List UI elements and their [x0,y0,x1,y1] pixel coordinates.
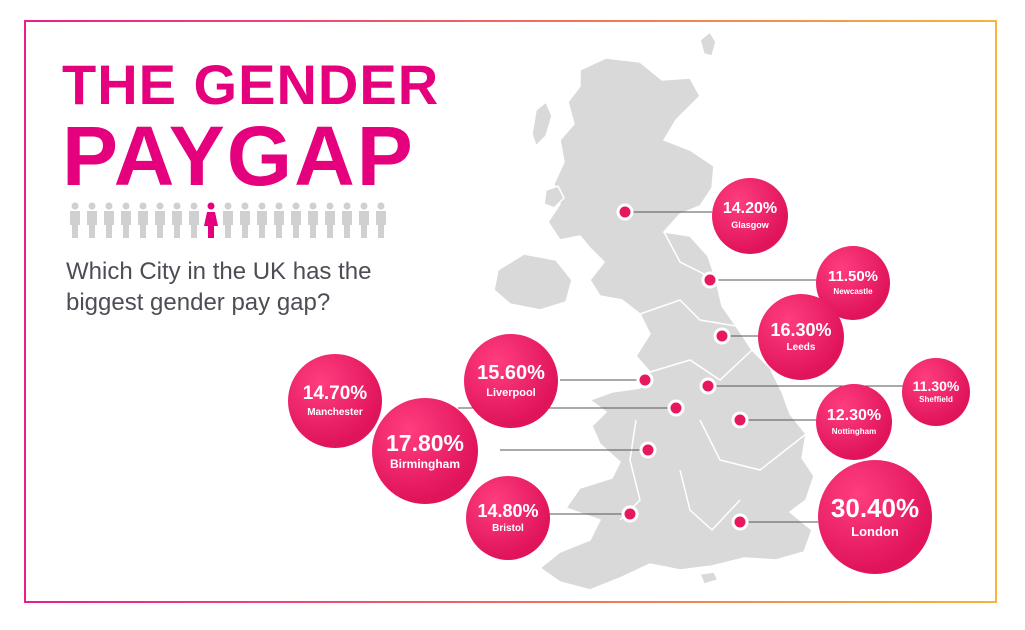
label-sheffield: Sheffield [919,395,953,405]
person-icon [308,202,318,238]
value-bristol: 14.80% [477,500,539,521]
person-icon [121,202,131,238]
shetland-islands [699,30,717,57]
person-icon [223,202,233,238]
value-london: 30.40% [830,492,920,523]
person-icon [291,202,301,238]
marker-sheffield [699,377,717,395]
label-london: London [851,524,899,539]
label-nottingham: Nottingham [831,426,877,436]
value-sheffield: 11.30% [912,377,960,394]
value-glasgow: 14.20% [722,200,778,218]
label-liverpool: Liverpool [486,386,536,399]
region-border-east [699,419,807,471]
bubble-liverpool: 15.60% Liverpool [464,334,558,428]
person-icon [274,202,284,238]
bubble-nottingham: 12.30% Nottingham [816,384,892,460]
person-icon [325,202,335,238]
label-leeds: Leeds [786,342,816,354]
marker-newcastle [701,271,719,289]
isle-of-wight [698,571,720,585]
value-nottingham: 12.30% [826,406,882,424]
label-bristol: Bristol [492,523,524,535]
marker-birmingham [639,441,657,459]
label-manchester: Manchester [307,406,363,418]
region-border-midlands [649,349,753,381]
person-icon [155,202,165,238]
value-liverpool: 15.60% [477,361,545,384]
person-icon [104,202,114,238]
great-britain-mainland [538,57,815,591]
value-manchester: 14.70% [302,383,368,405]
bubble-sheffield: 11.30% Sheffield [902,358,970,426]
person-icon [240,202,250,238]
person-icon [70,202,80,238]
value-leeds: 16.30% [770,319,832,340]
question-text: Which City in the UK has the biggest gen… [66,258,372,316]
people-icons [70,202,386,238]
bubble-bristol: 14.80% Bristol [466,476,550,560]
people-row [70,202,386,238]
label-birmingham: Birmingham [389,456,460,471]
marker-nottingham [731,411,749,429]
person-icon [376,202,386,238]
inner-hebrides [543,185,565,209]
marker-london [731,513,749,531]
person-icon [342,202,352,238]
marker-liverpool [636,371,654,389]
marker-leeds [713,327,731,345]
bubble-london: 30.40% London [818,460,932,574]
region-border-north [639,299,737,327]
person-icon [189,202,199,238]
marker-glasgow [616,203,634,221]
label-glasgow: Glasgow [731,219,769,230]
title-line-2: PAYGAP [62,109,415,203]
person-icon [138,202,148,238]
label-newcastle: Newcastle [833,286,873,296]
bubble-birmingham: 17.80% Birmingham [372,398,478,504]
value-birmingham: 17.80% [385,429,464,456]
person-icon [257,202,267,238]
bubble-manchester: 14.70% Manchester [288,354,382,448]
bubble-glasgow: 14.20% Glasgow [712,178,788,254]
marker-bristol [621,505,639,523]
marker-manchester [667,399,685,417]
person-icon [87,202,97,238]
title-line-1: THE GENDER [62,53,440,116]
value-newcastle: 11.50% [827,268,879,286]
northern-ireland [493,253,573,311]
outer-hebrides [531,100,553,148]
female-person-icon [204,202,218,238]
bubble-leeds: 16.30% Leeds [758,294,844,380]
person-icon [172,202,182,238]
region-border-south [679,469,741,532]
person-icon [359,202,369,238]
